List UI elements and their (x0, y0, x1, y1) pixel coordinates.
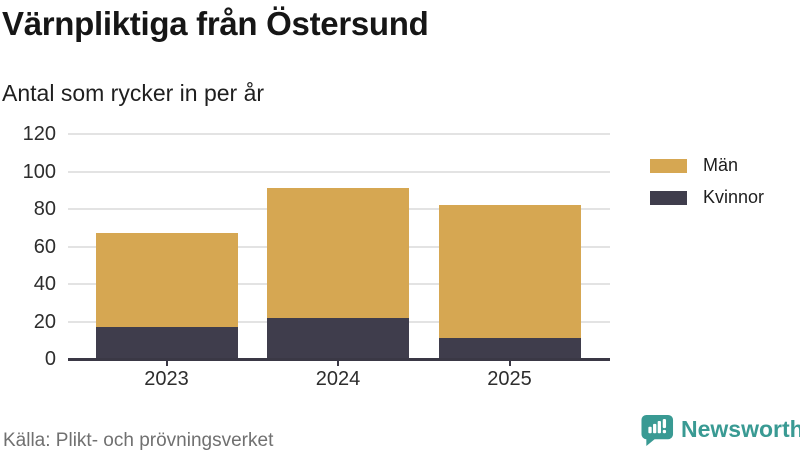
bar-segment-män-2024 (267, 188, 409, 318)
chart-title: Värnpliktiga från Östersund (2, 5, 429, 42)
legend-swatch-kvinnor (650, 190, 687, 205)
legend-swatch-män (650, 158, 687, 173)
x-axis-tick-label: 2025 (487, 368, 532, 390)
bar-segment-kvinnor-2023 (95, 327, 238, 359)
y-axis-tick-label: 80 (33, 198, 56, 220)
mini-bar-chart-glyph (648, 419, 667, 434)
x-axis-tick-2023 (165, 360, 168, 366)
newsworthy-logo[interactable]: Newsworthy (641, 413, 800, 446)
y-axis-tick-label: 100 (22, 160, 56, 183)
y-axis-tick-label: 60 (33, 235, 56, 258)
gridline-y-120 (68, 133, 610, 135)
legend-item-kvinnor: Kvinnor (650, 187, 764, 208)
bar-segment-kvinnor-2024 (267, 317, 409, 359)
y-axis-tick-label: 40 (33, 273, 56, 295)
x-axis-tick-label: 2024 (315, 368, 361, 390)
legend-label: Kvinnor (703, 187, 765, 207)
legend-label: Män (703, 155, 739, 175)
x-axis-tick-2025 (508, 360, 511, 366)
x-axis-tick-label: 2023 (144, 368, 189, 390)
y-axis-tick-label: 20 (33, 310, 56, 333)
x-axis-tick-2024 (337, 360, 339, 366)
newsworthy-wordmark: Newsworthy (681, 416, 800, 442)
chart-legend: Män Kvinnor (650, 155, 764, 219)
y-axis-tick-label: 0 (44, 348, 56, 370)
y-axis-tick-label: 120 (22, 123, 56, 145)
gridline-y-100 (68, 170, 610, 173)
chart-subtitle: Antal som rycker in per år (2, 80, 265, 106)
bar-segment-män-2025 (438, 205, 581, 339)
newsworthy-speech-bubble-icon (641, 414, 674, 446)
bar-segment-kvinnor-2025 (438, 338, 581, 359)
legend-item-män: Män (650, 155, 764, 176)
bar-segment-män-2023 (95, 233, 238, 328)
x-axis-line (68, 357, 610, 361)
source-caption: Källa: Plikt- och prövningsverket (3, 430, 274, 451)
